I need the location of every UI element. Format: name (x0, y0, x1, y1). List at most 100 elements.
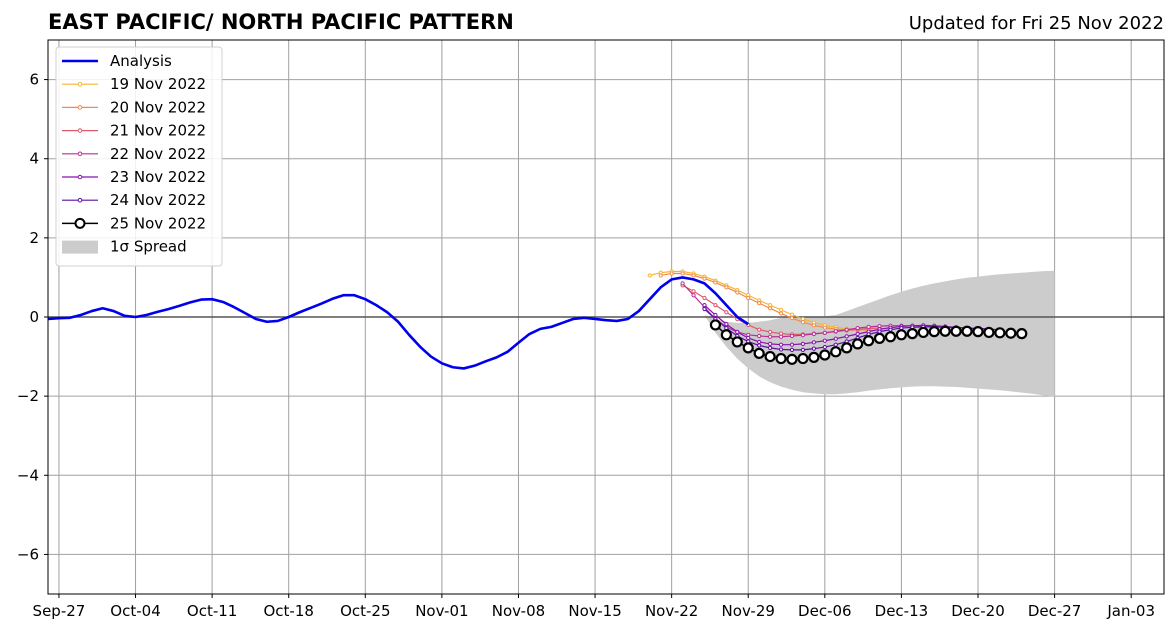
series-point (778, 311, 784, 316)
series-point (1005, 327, 1017, 339)
series-point (731, 336, 743, 348)
series-point (961, 325, 973, 337)
legend-label: 24 Nov 2022 (110, 191, 206, 209)
series (47, 269, 1028, 370)
legend-label: 25 Nov 2022 (110, 214, 206, 232)
series-point (757, 327, 762, 332)
series-point (833, 342, 838, 347)
series-point (647, 273, 652, 278)
series-point (866, 324, 871, 329)
series-point (895, 329, 908, 341)
series-point (855, 325, 860, 331)
y-tick-label: −4 (17, 466, 39, 484)
series-point (789, 342, 795, 347)
series-point (972, 326, 984, 338)
series-point (877, 329, 882, 334)
series-point (822, 338, 827, 343)
legend-swatch (62, 240, 98, 254)
series-point (778, 342, 784, 347)
series-point (768, 345, 773, 350)
series-point (800, 320, 806, 325)
series-point (800, 341, 806, 347)
series-point (702, 295, 707, 301)
legend: Analysis 19 Nov 2022 20 Nov 2022 21 Nov 202… (55, 46, 223, 267)
series-point (819, 349, 831, 361)
legend-box (55, 46, 223, 267)
series-point (775, 352, 787, 365)
x-tick-label: Jan-03 (1106, 602, 1155, 620)
series-point (833, 336, 838, 341)
series-point (720, 329, 732, 341)
series-point (724, 310, 729, 315)
legend-marker (77, 174, 83, 180)
y-tick-label: 2 (29, 229, 39, 247)
y-tick-label: −6 (17, 545, 39, 563)
forecast-series (709, 319, 1028, 365)
series-point (800, 347, 806, 352)
x-tick-label: Oct-18 (263, 602, 313, 620)
series-point (691, 273, 696, 278)
series-point (789, 333, 795, 339)
x-tick-label: Oct-04 (110, 602, 160, 620)
series-point (746, 295, 751, 301)
series-point (669, 271, 674, 276)
legend-marker (77, 151, 83, 157)
analysis-line (47, 276, 749, 370)
series-point (757, 333, 762, 339)
series-point (735, 329, 740, 335)
x-tick-label: Nov-22 (645, 602, 698, 620)
series-point (811, 340, 816, 345)
series-point (906, 328, 918, 340)
series-point (753, 347, 765, 360)
series-point (768, 341, 773, 347)
series-point (713, 280, 718, 285)
series-point (833, 329, 838, 334)
series-point (1016, 328, 1028, 340)
series-point (709, 319, 722, 331)
legend-label: Analysis (110, 52, 172, 70)
legend-label: 23 Nov 2022 (110, 168, 206, 186)
series-point (811, 323, 816, 328)
series-point (757, 301, 762, 306)
chart-title: EAST PACIFIC/ NORTH PACIFIC PATTERN (48, 10, 514, 34)
series-point (691, 293, 696, 298)
legend-label: 20 Nov 2022 (110, 98, 206, 116)
legend-marker (77, 128, 83, 133)
series-point (789, 312, 795, 317)
legend-label: 21 Nov 2022 (110, 122, 206, 140)
legend-label: 19 Nov 2022 (110, 75, 206, 93)
series-point (724, 322, 729, 327)
axis-ticks: Sep-27 Oct-04 Oct-11 Oct-18 Oct-25 Nov-01 Nov-… (17, 71, 1155, 620)
series-point (746, 335, 751, 341)
x-tick-label: Nov-29 (722, 602, 775, 620)
legend-label: 22 Nov 2022 (110, 145, 206, 163)
series-line (704, 308, 1000, 351)
x-tick-label: Nov-08 (492, 602, 545, 620)
x-tick-label: Sep-27 (33, 602, 86, 620)
series-point (811, 346, 816, 351)
series-point (713, 312, 718, 318)
chart-subtitle: Updated for Fri 25 Nov 2022 (909, 13, 1164, 34)
series-point (862, 335, 875, 347)
series-point (928, 326, 940, 338)
series-point (713, 303, 718, 308)
y-tick-label: 4 (29, 150, 39, 168)
series-point (822, 325, 827, 330)
series-point (702, 276, 707, 281)
x-tick-label: Dec-06 (798, 602, 852, 620)
series-point (888, 327, 893, 332)
series-point (822, 344, 827, 350)
series-point (789, 316, 795, 321)
legend-marker (74, 217, 86, 229)
y-tick-label: 0 (29, 308, 39, 326)
series-point (841, 342, 853, 354)
series-point (735, 290, 740, 295)
series-point (702, 303, 707, 308)
legend-label: 1σ Spread (110, 238, 187, 256)
legend-marker (77, 81, 83, 87)
series-point (822, 330, 827, 335)
series-point (855, 331, 860, 337)
series-point (830, 346, 842, 358)
series-point (844, 327, 849, 332)
x-tick-label: Dec-27 (1028, 602, 1082, 620)
